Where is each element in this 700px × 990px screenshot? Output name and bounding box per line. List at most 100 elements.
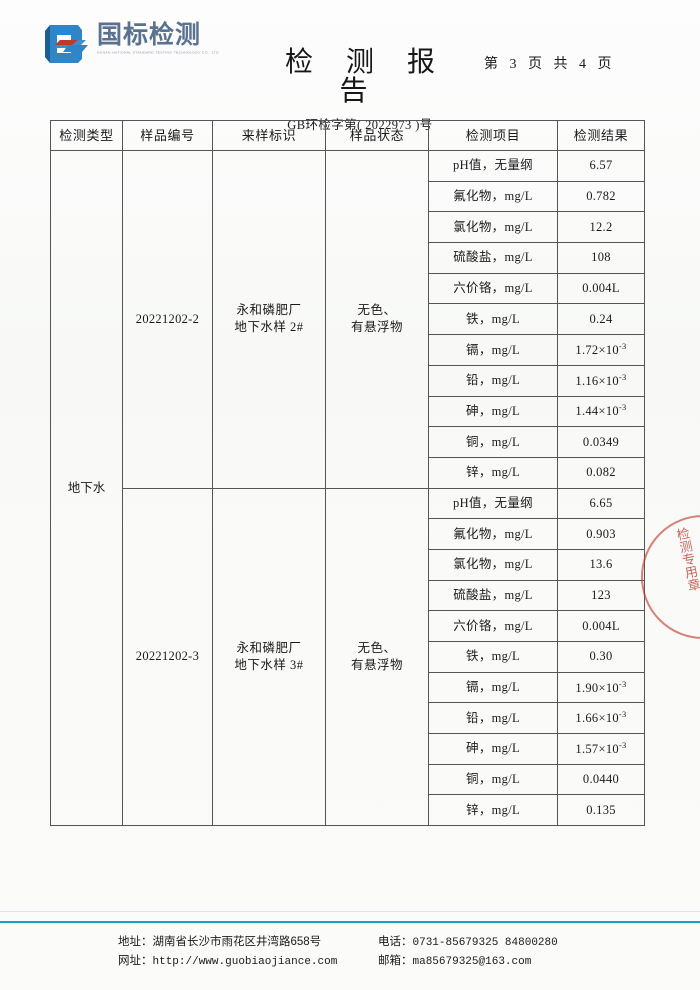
- footer-divider-thin: [0, 911, 700, 912]
- footer-phone-value: 0731-85679325 84800280: [412, 937, 558, 949]
- page-number: 第 3 页 共 4 页: [484, 57, 616, 72]
- sample-state-line-1: 无色、: [357, 640, 397, 655]
- footer-row-1: 地址：湖南省长沙市雨花区井湾路658号 电话：0731-85679325 848…: [118, 933, 558, 952]
- column-header-test-type: 检测类型: [50, 120, 123, 151]
- cell-test-result: 13.6: [557, 548, 645, 581]
- footer-email: 邮箱：ma85679325@163.com: [378, 952, 531, 971]
- footer-website-value[interactable]: http://www.guobiaojiance.com: [152, 956, 338, 969]
- cell-test-result: 0.004L: [557, 272, 645, 305]
- footer-phone: 电话：0731-85679325 84800280: [378, 933, 558, 952]
- cell-test-result: 12.2: [557, 211, 645, 244]
- cell-test-result: 1.16×10-3: [557, 364, 645, 397]
- cell-test-result: 0.135: [557, 794, 645, 827]
- sample-mark-line-1: 永和磷肥厂: [236, 303, 302, 318]
- document-footer: 地址：湖南省长沙市雨花区井湾路658号 电话：0731-85679325 848…: [118, 933, 558, 971]
- result-exponent: -3: [618, 678, 627, 689]
- table-row: 铅，mg/L 1.66×10-3: [51, 702, 645, 735]
- column-header-test-item: 检测项目: [428, 120, 558, 151]
- cell-test-result: 0.082: [557, 456, 645, 489]
- table-row: 锌，mg/L 0.135: [51, 794, 645, 827]
- cell-test-item: 锌，mg/L: [428, 794, 558, 827]
- table-row: 20221202-3 永和磷肥厂 地下水样 3# 无色、 有悬浮物 pH值，无量纲 6.65: [51, 487, 645, 827]
- result-exponent: -3: [618, 739, 627, 750]
- column-header-sample-no: 样品编号: [122, 120, 213, 151]
- cell-test-item: 镉，mg/L: [428, 334, 558, 366]
- results-table: 检测类型 样品编号 来样标识 样品状态 检测项目 检测结果 地下水 2022120…: [50, 120, 645, 827]
- cell-test-item: 氯化物，mg/L: [428, 548, 558, 581]
- cell-test-item: 锌，mg/L: [428, 456, 558, 489]
- cell-test-result: 1.90×10-3: [557, 671, 645, 704]
- table-row: 硫酸盐，mg/L 108: [51, 242, 645, 274]
- page-title: 检 测 报 告: [284, 47, 448, 108]
- table-row: 砷，mg/L 1.57×10-3: [51, 733, 645, 765]
- result-exponent: -3: [618, 371, 627, 382]
- column-header-sample-mark: 来样标识: [212, 120, 326, 151]
- company-name-cn: 国标检测: [97, 21, 202, 49]
- cell-test-item: 铅，mg/L: [428, 702, 558, 735]
- cell-sample-no: 20221202-2: [122, 150, 213, 489]
- document-header: 国标检测 HUNAN NATIONAL STANDARD TESTING TEC…: [0, 0, 700, 132]
- table-row: 六价铬，mg/L 0.004L: [51, 272, 645, 305]
- sample-mark-line-2: 地下水样 3#: [234, 657, 304, 672]
- cell-test-result: 6.65: [557, 487, 645, 520]
- footer-email-label: 邮箱：: [378, 955, 413, 968]
- table-row: 锌，mg/L 0.082: [51, 456, 645, 489]
- footer-email-value[interactable]: ma85679325@163.com: [412, 956, 532, 969]
- company-name-en: HUNAN NATIONAL STANDARD TESTING TECHNOLO…: [97, 51, 221, 55]
- table-row: 地下水 20221202-2 永和磷肥厂 地下水样 2# 无色、 有悬浮物 pH值，无量纲 6…: [50, 149, 645, 827]
- company-name-block: 国标检测 HUNAN NATIONAL STANDARD TESTING TEC…: [97, 21, 220, 55]
- sample-mark-line-1: 永和磷肥厂: [236, 640, 302, 655]
- result-exponent: -3: [618, 402, 627, 413]
- footer-divider: [0, 921, 700, 923]
- cell-sample-mark: 永和磷肥厂地下水样 2#: [212, 150, 326, 489]
- cell-test-result: 108: [557, 242, 645, 274]
- cell-test-item: 铁，mg/L: [428, 641, 558, 673]
- cell-test-result: 0.004L: [557, 610, 645, 642]
- cell-test-result: 0.0440: [557, 763, 645, 796]
- table-body: 地下水 20221202-2 永和磷肥厂 地下水样 2# 无色、 有悬浮物 pH值，无量纲 6…: [50, 149, 645, 827]
- table-row: 铜，mg/L 0.0349: [51, 426, 645, 458]
- sample-mark-line-2: 地下水样 2#: [234, 320, 304, 335]
- result-exponent: -3: [618, 709, 627, 720]
- table-row: 氯化物，mg/L 12.2: [51, 211, 645, 244]
- cell-test-item: 六价铬，mg/L: [428, 610, 558, 642]
- cell-test-result: 0.0349: [557, 426, 645, 458]
- cell-sample-state: 无色、 有悬浮物: [325, 150, 429, 489]
- official-stamp-text: 检测专用章: [673, 525, 700, 593]
- company-logo-block: 国标检测 HUNAN NATIONAL STANDARD TESTING TEC…: [38, 21, 220, 67]
- table-row: 氟化物，mg/L 0.782: [51, 180, 645, 213]
- table-row: 六价铬，mg/L 0.004L: [51, 610, 645, 642]
- cell-test-item: 铅，mg/L: [428, 364, 558, 397]
- column-header-sample-state: 样品状态: [325, 120, 429, 151]
- table-row: 铜，mg/L 0.0440: [51, 763, 645, 796]
- cell-test-result: 0.903: [557, 518, 645, 550]
- official-stamp-icon: [641, 515, 700, 639]
- sample-state-line-2: 有悬浮物: [350, 320, 403, 335]
- cell-test-item: 氟化物，mg/L: [428, 518, 558, 550]
- footer-row-2: 网址：http://www.guobiaojiance.com 邮箱：ma856…: [118, 952, 558, 971]
- cell-test-result: 1.66×10-3: [557, 702, 645, 735]
- table-row: 铅，mg/L 1.16×10-3: [51, 364, 645, 397]
- cell-test-item: 铜，mg/L: [428, 763, 558, 796]
- table-row: 氯化物，mg/L 13.6: [51, 548, 645, 581]
- cell-test-result: 0.24: [557, 303, 645, 336]
- footer-phone-label: 电话：: [378, 936, 413, 948]
- cell-test-result: 123: [557, 579, 645, 612]
- result-exponent: -3: [618, 340, 627, 351]
- cell-sample-mark: 永和磷肥厂地下水样 3#: [212, 487, 326, 827]
- cell-test-item: 砷，mg/L: [428, 733, 558, 765]
- cell-test-item: 六价铬，mg/L: [428, 272, 558, 305]
- cell-test-result: 0.30: [557, 641, 645, 673]
- cell-test-item: 铁，mg/L: [428, 303, 558, 336]
- company-logo-icon: [38, 21, 90, 67]
- table-row: 镉，mg/L 1.72×10-3: [51, 334, 645, 366]
- cell-test-item: 镉，mg/L: [428, 671, 558, 704]
- cell-test-item: 氯化物，mg/L: [428, 211, 558, 244]
- cell-test-item: 硫酸盐，mg/L: [428, 579, 558, 612]
- cell-test-item: 硫酸盐，mg/L: [428, 242, 558, 274]
- sample-state-line-2: 有悬浮物: [350, 657, 403, 672]
- footer-address-value: 湖南省长沙市雨花区井湾路658号: [152, 936, 322, 948]
- table-header-row: 检测类型 样品编号 来样标识 样品状态 检测项目 检测结果: [50, 120, 645, 151]
- cell-test-result: 6.57: [557, 150, 645, 182]
